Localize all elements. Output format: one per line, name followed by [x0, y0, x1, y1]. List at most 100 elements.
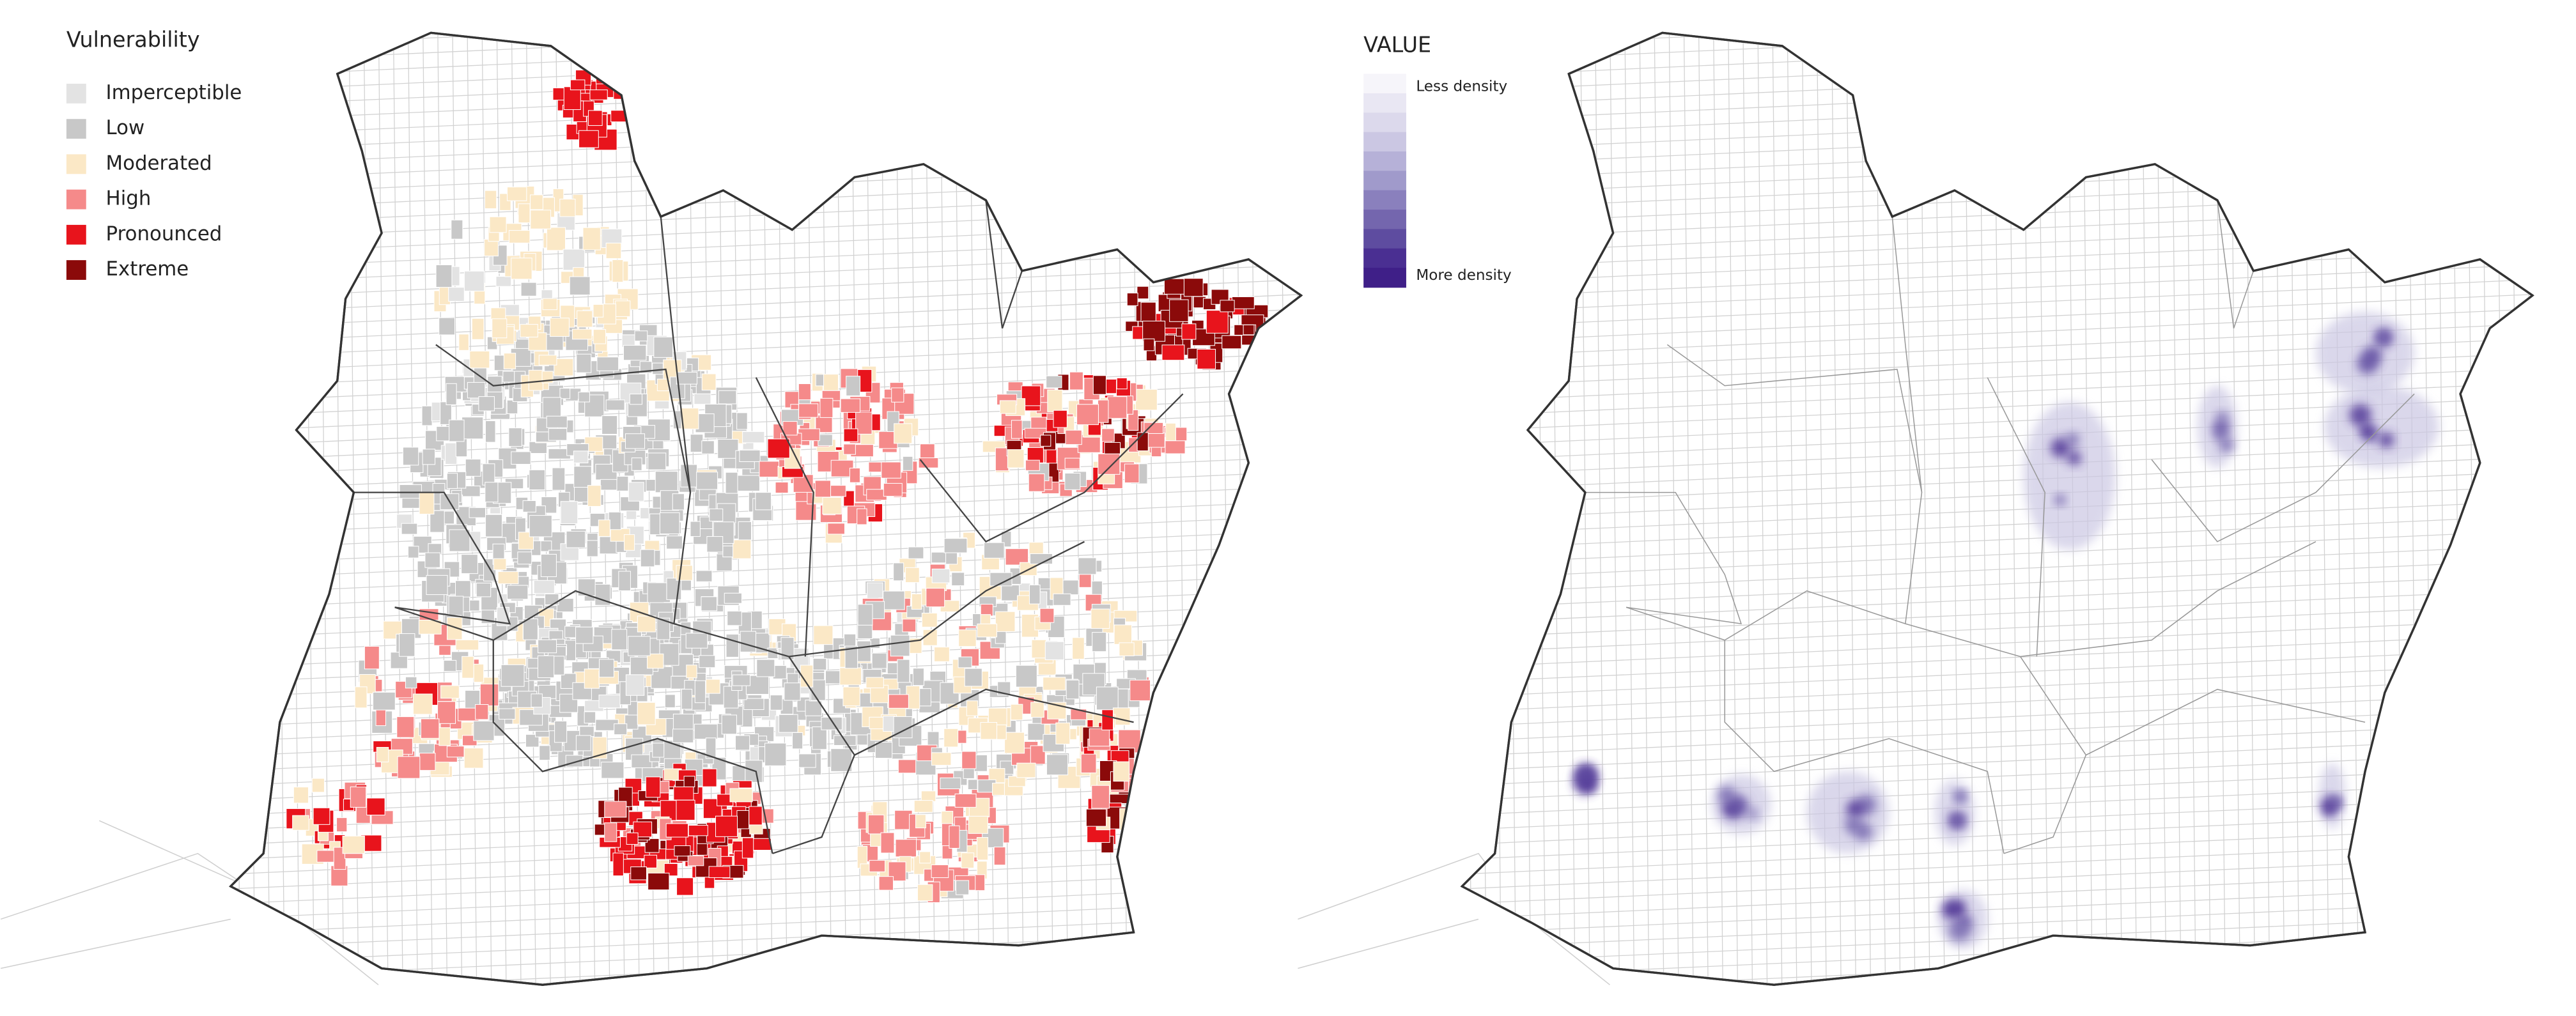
patch — [440, 685, 460, 699]
right-map: VALUE Less density More density — [1298, 31, 2534, 986]
patch — [461, 554, 478, 574]
patch — [792, 732, 803, 750]
patch — [672, 728, 694, 743]
patch — [943, 538, 968, 553]
legend-swatch — [1363, 190, 1406, 210]
patch — [676, 565, 693, 581]
patch — [485, 482, 499, 503]
patch — [495, 276, 512, 287]
patch — [1137, 286, 1149, 300]
patch — [891, 387, 904, 403]
patch — [699, 655, 716, 668]
patch — [342, 835, 365, 854]
patch — [756, 659, 775, 677]
density-spot — [1952, 815, 1964, 827]
density-spot — [2054, 495, 2066, 505]
legend-swatch — [1363, 132, 1406, 152]
density-spot — [1576, 765, 1595, 784]
patch — [701, 373, 717, 391]
patch — [883, 590, 905, 610]
patch — [1243, 324, 1255, 335]
patch — [813, 625, 834, 645]
patch — [941, 810, 954, 824]
patch — [1165, 422, 1176, 442]
patch — [531, 693, 543, 708]
legend-swatch — [1363, 93, 1406, 114]
legend-swatch — [66, 84, 86, 104]
patch — [401, 523, 418, 535]
street — [230, 544, 1301, 595]
patch — [964, 668, 982, 687]
patch — [546, 415, 568, 428]
patch — [656, 378, 669, 392]
patch — [871, 652, 887, 669]
patch — [484, 190, 497, 209]
street — [1772, 33, 1783, 985]
patch — [1142, 320, 1166, 342]
patch — [931, 752, 952, 766]
patch — [419, 753, 436, 771]
patch — [577, 578, 596, 596]
patch — [1181, 323, 1197, 340]
patch — [1046, 375, 1062, 389]
patch — [1092, 632, 1107, 652]
patch — [550, 318, 570, 337]
patch — [702, 768, 717, 787]
patch — [814, 480, 832, 498]
patch — [980, 721, 998, 740]
street — [1462, 279, 2533, 329]
patch — [1039, 608, 1055, 623]
patch — [1078, 573, 1092, 588]
street — [1462, 263, 2533, 314]
patch — [511, 258, 532, 280]
patch — [631, 458, 642, 471]
patch — [742, 431, 765, 443]
patch — [782, 421, 798, 436]
patch — [293, 787, 309, 804]
street — [230, 337, 1301, 388]
patch — [447, 617, 463, 640]
patch — [405, 676, 417, 689]
street — [1683, 33, 1695, 985]
patch — [894, 423, 913, 444]
patch — [827, 523, 845, 535]
street — [378, 33, 389, 985]
city-outline — [1461, 31, 2534, 986]
patch — [604, 801, 627, 818]
street — [1462, 603, 2533, 654]
legend-swatch — [66, 154, 86, 174]
patch — [407, 546, 419, 558]
patch — [473, 720, 495, 741]
patch — [446, 746, 465, 758]
density-spot — [1845, 799, 1865, 819]
patch — [1112, 707, 1131, 726]
street — [1462, 647, 2533, 698]
patch — [497, 571, 519, 585]
patch — [499, 708, 516, 720]
patch — [705, 737, 717, 759]
street — [1462, 707, 2533, 757]
patch — [1107, 396, 1128, 419]
patch — [604, 822, 617, 842]
patch — [1030, 745, 1046, 765]
patch — [1027, 723, 1045, 741]
patch — [868, 461, 883, 473]
patch — [573, 466, 592, 488]
patch — [634, 330, 648, 342]
patch — [823, 374, 839, 391]
patch — [587, 485, 601, 507]
patch — [539, 745, 550, 761]
patch — [1220, 300, 1235, 312]
patch — [418, 619, 442, 635]
patch — [740, 631, 757, 652]
patch — [552, 467, 566, 491]
legend-swatch — [1363, 229, 1406, 249]
patch — [462, 417, 484, 440]
street — [1309, 0, 1319, 1016]
density-spot — [1747, 808, 1758, 819]
patch — [366, 797, 385, 816]
legend-swatch — [1363, 73, 1406, 94]
patch — [455, 639, 479, 650]
legend-label: Imperceptible — [106, 81, 242, 104]
street — [1250, 33, 1261, 985]
